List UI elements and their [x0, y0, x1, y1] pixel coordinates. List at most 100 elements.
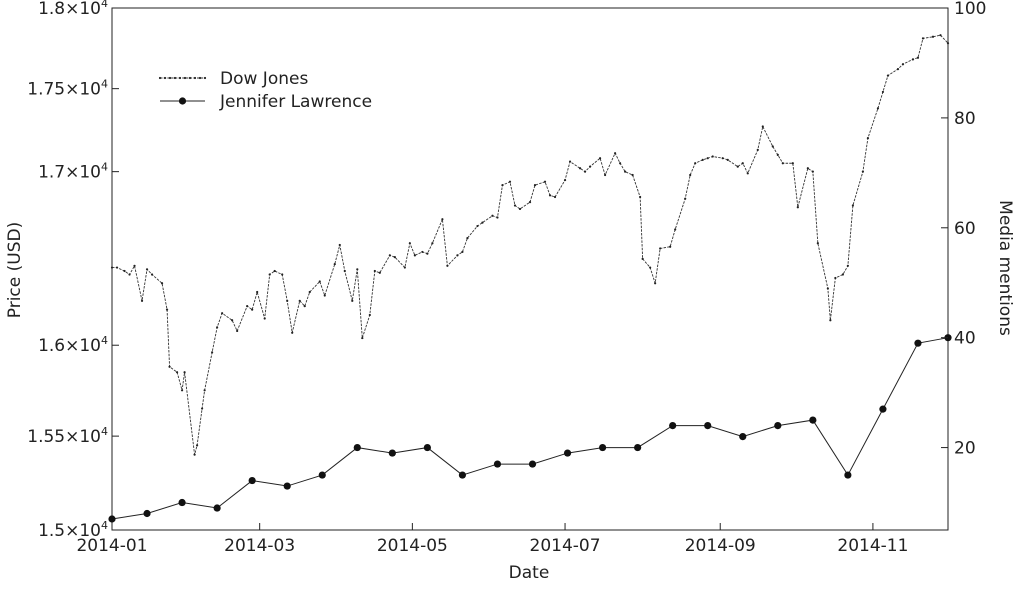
x-tick-label: 2014-11 — [837, 536, 908, 556]
dow-jones-point — [603, 173, 607, 177]
dow-jones-point — [911, 58, 915, 61]
dow-jones-point — [771, 145, 774, 148]
dow-jones-point — [211, 351, 214, 354]
dow-jones-point — [231, 319, 234, 322]
dow-jones-point — [518, 207, 522, 211]
legend-swatch-marker — [173, 76, 177, 80]
dow-jones-point — [654, 282, 657, 285]
left-tick-label: 1.8×104 — [38, 0, 108, 19]
dow-jones-point — [236, 329, 239, 333]
dow-jones-point — [193, 453, 196, 456]
jennifer-lawrence-point — [914, 339, 922, 347]
right-axis-title: Media mentions — [995, 200, 1015, 336]
jennifer-lawrence-point — [353, 443, 361, 452]
dow-jones-point — [834, 276, 837, 280]
dow-jones-point — [221, 312, 224, 315]
dow-jones-point — [563, 178, 567, 182]
left-tick-mantissa: 1.75×10 — [27, 80, 101, 100]
right-tick-label: 40 — [954, 329, 976, 349]
dow-jones-point — [333, 262, 336, 266]
dow-jones-point — [145, 268, 149, 271]
dow-jones-point — [508, 180, 512, 183]
legend-swatch-marker — [203, 76, 207, 80]
dow-jones-point — [273, 269, 276, 273]
dow-jones-point — [746, 172, 749, 175]
dow-jones-point — [578, 167, 582, 170]
x-tick-label: 2014-09 — [685, 536, 756, 556]
jennifer-lawrence-point — [248, 476, 256, 485]
plot-frame — [111, 7, 949, 531]
dow-jones-point — [826, 287, 829, 290]
dow-jones-point — [251, 308, 254, 311]
jennifer-lawrence-point — [423, 443, 431, 452]
legend-swatch-marker — [178, 97, 187, 105]
dow-jones-point — [694, 162, 697, 165]
dow-jones-point — [548, 194, 552, 197]
jennifer-lawrence-point — [458, 471, 467, 479]
dow-jones-point — [756, 148, 759, 151]
dow-jones-point — [246, 305, 249, 308]
left-tick-label: 1.75×104 — [27, 78, 108, 100]
dow-jones-point — [446, 264, 449, 267]
dow-jones-point — [150, 273, 154, 276]
dow-jones-point — [476, 224, 479, 228]
dow-jones-point — [776, 153, 779, 156]
dow-jones-point — [431, 242, 434, 245]
jennifer-lawrence-line — [111, 337, 949, 520]
dow-jones-point — [441, 218, 444, 221]
dow-jones-point — [128, 273, 131, 276]
dow-jones-point — [466, 236, 469, 240]
dow-jones-point — [481, 221, 484, 224]
right-tick-label: 20 — [954, 439, 976, 459]
left-tick-exponent: 4 — [101, 334, 108, 347]
dow-jones-point — [175, 371, 179, 374]
x-tick-label: 2014-07 — [530, 536, 601, 556]
dow-jones-point — [649, 266, 652, 269]
left-tick-exponent: 4 — [101, 78, 108, 91]
dow-jones-point — [318, 280, 321, 283]
dow-jones-point — [946, 42, 950, 45]
legend-label-jennifer-lawrence: Jennifer Lawrence — [219, 92, 372, 112]
left-tick-mantissa: 1.55×10 — [27, 427, 101, 447]
dow-jones-point — [368, 313, 371, 317]
dow-jones-point — [133, 264, 136, 267]
dow-jones-point — [553, 195, 557, 199]
x-tick-label: 2014-01 — [76, 536, 147, 556]
dow-jones-point — [378, 271, 381, 274]
right-tick-label: 100 — [954, 0, 986, 19]
dow-jones-point — [689, 173, 692, 177]
jennifer-lawrence-point — [108, 515, 116, 523]
dow-jones-point — [881, 90, 885, 94]
jennifer-lawrence-point — [388, 449, 396, 457]
dow-jones-point — [543, 180, 547, 183]
left-tick-mantissa: 1.6×10 — [38, 336, 101, 356]
jennifer-lawrence-point — [143, 509, 151, 518]
dow-jones-point — [491, 214, 494, 217]
legend-swatch-marker — [168, 76, 172, 80]
right-tick-label: 80 — [954, 109, 976, 129]
left-tick-label: 1.5×104 — [38, 519, 108, 541]
left-tick-label: 1.7×104 — [38, 161, 108, 183]
legend-swatch-marker — [198, 76, 202, 80]
dow-jones-point — [588, 165, 592, 168]
jennifer-lawrence-point — [879, 405, 887, 413]
dow-jones-point — [263, 317, 266, 320]
dow-jones-point — [939, 34, 942, 37]
dow-jones-point — [196, 444, 199, 447]
jennifer-lawrence-point — [704, 422, 712, 430]
dow-jones-point — [726, 158, 729, 161]
dow-jones-point — [496, 216, 499, 219]
dow-jones-point — [513, 204, 517, 207]
jennifer-lawrence-point — [213, 504, 221, 512]
dow-jones-point — [861, 170, 864, 173]
dow-jones-point — [706, 157, 709, 160]
jennifer-lawrence-point — [598, 443, 607, 452]
dow-jones-point — [501, 184, 504, 187]
dow-jones-point — [886, 74, 890, 77]
jennifer-lawrence-point — [283, 482, 291, 490]
dow-jones-point — [303, 305, 306, 308]
dow-jones-point — [876, 107, 880, 110]
dow-jones-point — [811, 170, 814, 173]
dow-jones-point — [711, 155, 714, 158]
dow-jones-point — [351, 299, 354, 302]
